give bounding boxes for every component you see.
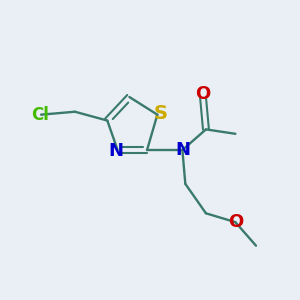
Text: Cl: Cl bbox=[31, 106, 49, 124]
Text: S: S bbox=[154, 104, 168, 123]
Text: N: N bbox=[175, 141, 190, 159]
Text: N: N bbox=[109, 142, 124, 160]
Text: O: O bbox=[228, 213, 243, 231]
Text: O: O bbox=[195, 85, 211, 103]
